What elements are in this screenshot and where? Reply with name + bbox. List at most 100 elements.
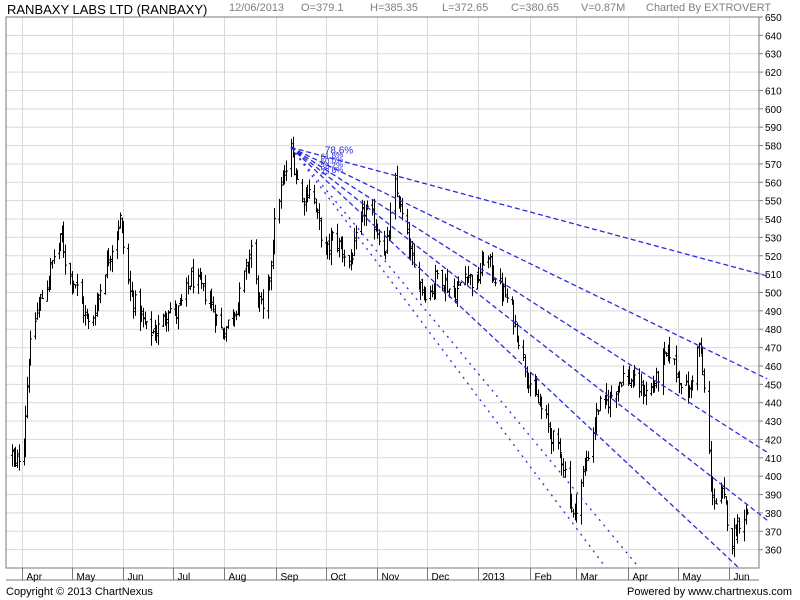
price-bar xyxy=(59,233,62,252)
high-readout: H=385.35 xyxy=(370,2,419,14)
price-bar xyxy=(132,290,135,319)
fan-line xyxy=(290,146,640,569)
price-bar xyxy=(262,289,265,319)
price-bar xyxy=(645,381,648,405)
price-bar xyxy=(550,428,553,455)
price-bar xyxy=(87,313,90,329)
price-bar xyxy=(313,184,316,205)
price-bar xyxy=(479,263,482,285)
powered-by-link[interactable]: Powered by www.chartnexus.com xyxy=(627,586,793,598)
price-bar xyxy=(537,389,540,404)
y-tick-label: 430 xyxy=(765,417,782,428)
price-bar xyxy=(223,327,226,340)
price-bar xyxy=(175,303,178,324)
price-bar xyxy=(227,319,230,329)
x-tick-label: Aug xyxy=(229,572,247,583)
x-tick-label: Feb xyxy=(535,572,553,583)
price-bar xyxy=(633,365,636,387)
price-bar xyxy=(76,273,79,296)
price-bar xyxy=(560,453,563,476)
price-bar xyxy=(371,200,374,216)
fan-label: 61.8% xyxy=(320,150,344,161)
price-bar xyxy=(711,476,714,506)
price-bar xyxy=(587,451,590,461)
price-bar xyxy=(668,336,671,364)
price-bar xyxy=(620,382,623,388)
price-bar xyxy=(673,358,676,365)
price-bar xyxy=(657,370,660,392)
y-tick-label: 460 xyxy=(765,362,782,373)
y-tick-label: 450 xyxy=(765,380,782,391)
y-tick-label: 410 xyxy=(765,454,782,465)
price-bar xyxy=(482,251,485,266)
price-bar xyxy=(610,385,613,399)
price-bar xyxy=(363,200,366,226)
price-bar xyxy=(343,249,346,267)
price-bar xyxy=(331,230,334,241)
price-bar xyxy=(378,229,381,246)
price-bar xyxy=(36,302,39,320)
price-bar xyxy=(190,267,193,287)
price-bar xyxy=(308,179,311,199)
price-bar xyxy=(169,302,172,314)
date-readout: 12/06/2013 xyxy=(229,2,285,14)
y-tick-label: 360 xyxy=(765,546,782,557)
price-bar xyxy=(212,296,215,313)
y-tick-label: 560 xyxy=(765,178,782,189)
price-bar xyxy=(46,280,49,302)
price-bar xyxy=(338,237,341,258)
price-bar xyxy=(469,273,472,286)
price-bar xyxy=(557,428,560,450)
price-bar xyxy=(26,376,29,419)
y-tick-label: 470 xyxy=(765,344,782,355)
price-bar xyxy=(328,233,331,260)
price-bar xyxy=(238,282,241,317)
price-bar xyxy=(283,165,286,185)
price-bar xyxy=(640,373,643,396)
price-bar xyxy=(34,312,37,340)
price-bar xyxy=(552,430,555,452)
fan-label: 23.6% xyxy=(320,165,344,176)
price-bar xyxy=(713,488,716,510)
copyright-label: Copyright © 2013 ChartNexus xyxy=(6,586,153,598)
price-bar xyxy=(524,354,527,378)
price-bar xyxy=(177,305,180,330)
price-bar xyxy=(467,266,470,284)
price-bar xyxy=(165,312,168,332)
y-tick-label: 570 xyxy=(765,160,782,171)
price-bar xyxy=(62,221,65,258)
price-bar xyxy=(142,307,145,328)
charted-by-label: Charted By EXTROVERT xyxy=(646,2,772,14)
price-bar xyxy=(248,249,251,274)
x-tick-label: Apr xyxy=(27,572,43,583)
price-bar xyxy=(517,335,520,350)
price-bar xyxy=(145,321,148,330)
price-bar xyxy=(220,307,223,329)
price-bar xyxy=(703,368,706,393)
price-bar xyxy=(504,277,507,298)
y-tick-label: 580 xyxy=(765,142,782,153)
price-bar xyxy=(441,269,444,292)
price-bar xyxy=(446,268,449,294)
price-bar xyxy=(678,370,681,394)
price-bar xyxy=(595,402,598,436)
price-bar xyxy=(355,225,358,250)
price-bar xyxy=(180,294,183,306)
price-bar xyxy=(746,508,749,515)
price-bar xyxy=(421,278,424,296)
low-readout: L=372.65 xyxy=(442,2,489,14)
x-tick-label: May xyxy=(77,572,96,583)
price-bar xyxy=(152,329,155,334)
price-bar xyxy=(41,290,44,300)
price-bar xyxy=(111,245,114,273)
price-bar xyxy=(270,260,273,291)
fan-line xyxy=(290,146,768,380)
price-bar xyxy=(615,391,618,409)
y-tick-label: 640 xyxy=(765,31,782,42)
price-bar xyxy=(436,269,439,280)
price-bar xyxy=(691,375,694,391)
price-bar xyxy=(303,197,306,216)
y-tick-label: 510 xyxy=(765,270,782,281)
price-bar xyxy=(64,244,67,275)
